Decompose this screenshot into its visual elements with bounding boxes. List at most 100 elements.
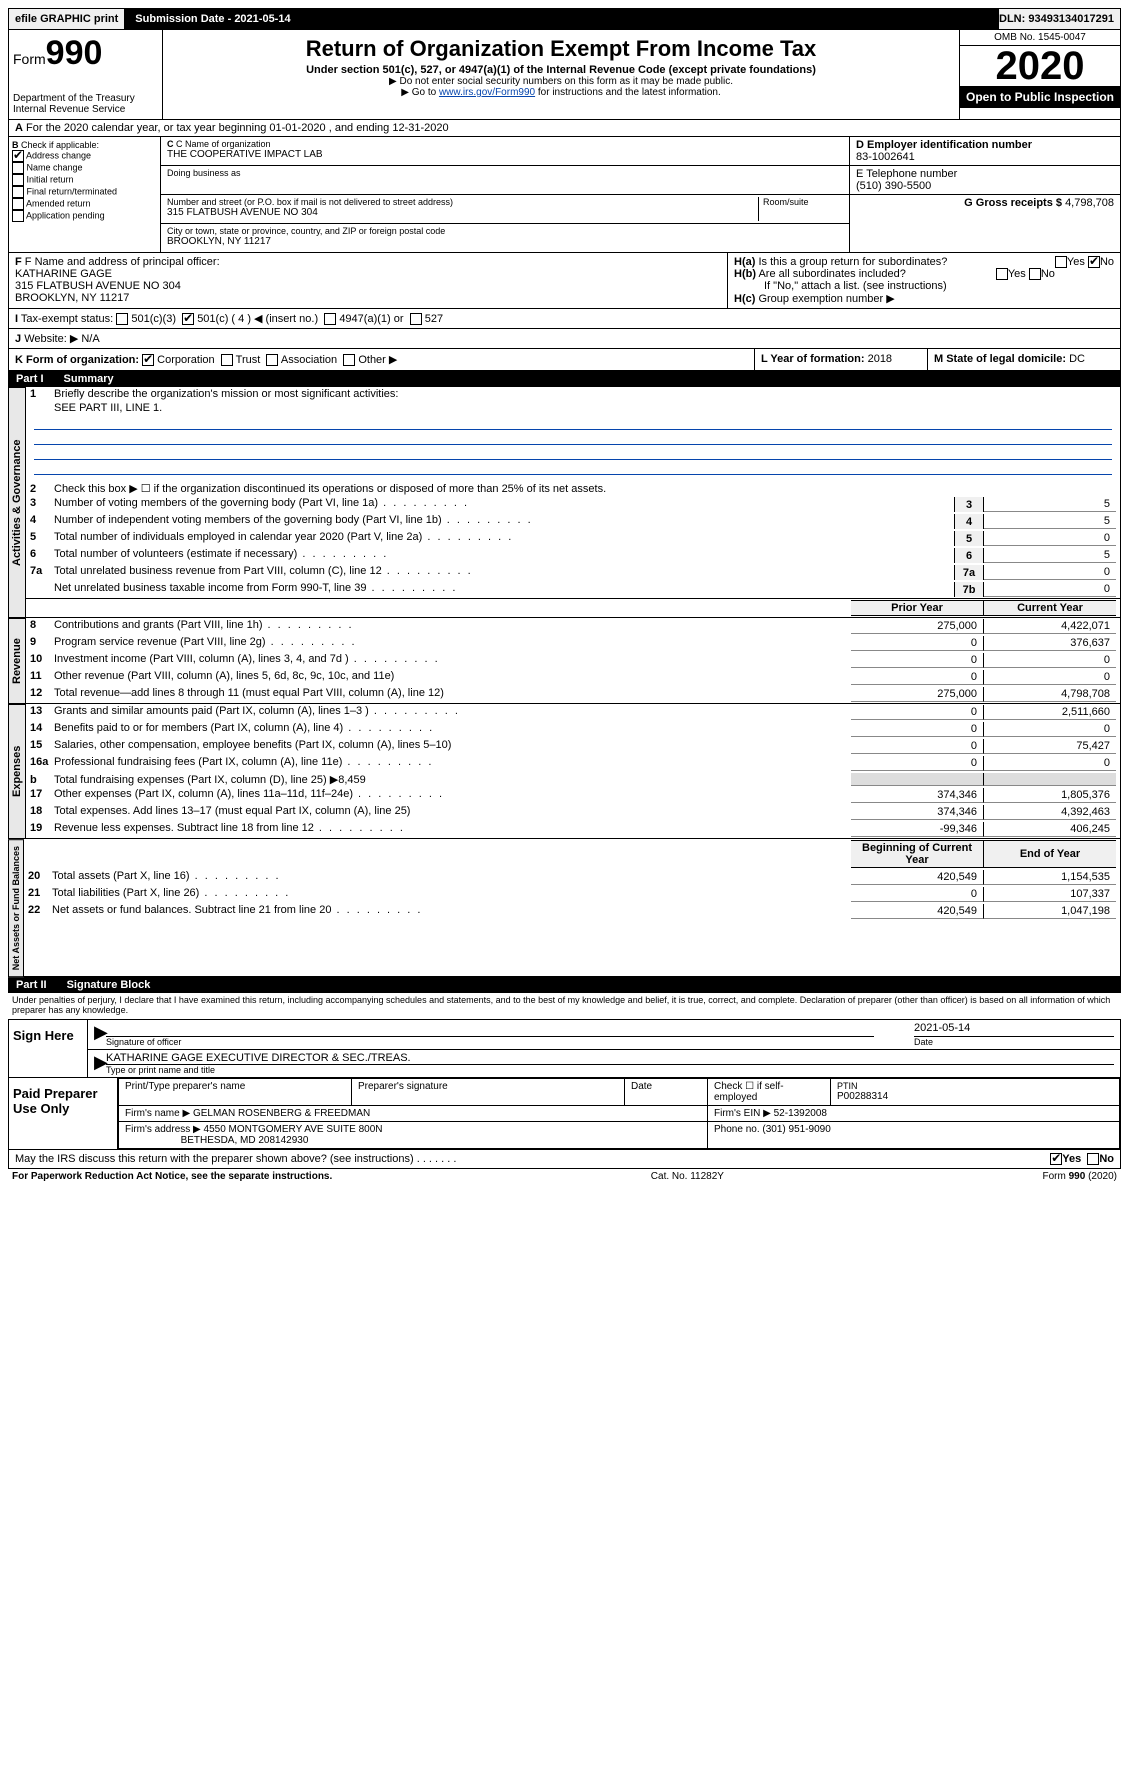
e14-text: Benefits paid to or for members (Part IX… (54, 722, 851, 734)
firm-name-label: Firm's name ▶ (125, 1108, 190, 1119)
e16b-num: b (30, 774, 54, 786)
e17-curr: 1,805,376 (983, 788, 1116, 803)
org-address: 315 FLATBUSH AVENUE NO 304 (167, 207, 758, 218)
n22-prior: 420,549 (851, 904, 983, 919)
check-trust[interactable] (221, 354, 233, 366)
tax-status-label: Tax-exempt status: (21, 313, 113, 325)
officer-addr2: BROOKLYN, NY 11217 (15, 292, 721, 304)
ptin-label: PTIN (837, 1081, 1113, 1091)
hb-note: If "No," attach a list. (see instruction… (734, 280, 1114, 292)
officer-name-title: KATHARINE GAGE EXECUTIVE DIRECTOR & SEC.… (106, 1052, 1114, 1065)
e16a-prior: 0 (851, 756, 983, 771)
l5-val: 0 (984, 531, 1116, 546)
ha-yes[interactable] (1055, 256, 1067, 268)
footer-left: For Paperwork Reduction Act Notice, see … (12, 1171, 332, 1182)
self-employed-check[interactable]: Check ☐ if self-employed (708, 1079, 831, 1106)
ssn-note: Do not enter social security numbers on … (171, 76, 951, 87)
efile-label[interactable]: efile GRAPHIC print (9, 9, 125, 29)
e19-curr: 406,245 (983, 822, 1116, 837)
l6-num: 6 (30, 548, 54, 560)
footer-right: Form 990 (2020) (1043, 1171, 1117, 1182)
n20-prior: 420,549 (851, 870, 983, 885)
form-subtitle: Under section 501(c), 527, or 4947(a)(1)… (171, 64, 951, 76)
firm-ein-label: Firm's EIN ▶ (714, 1108, 771, 1119)
dept-treasury: Department of the Treasury (13, 93, 158, 104)
r10-curr: 0 (983, 653, 1116, 668)
e13-text: Grants and similar amounts paid (Part IX… (54, 705, 851, 717)
check-4947[interactable] (324, 313, 336, 325)
e15-curr: 75,427 (983, 739, 1116, 754)
officer-sig-line (106, 1022, 874, 1037)
phone-label: E Telephone number (856, 168, 1114, 180)
page-footer: For Paperwork Reduction Act Notice, see … (8, 1169, 1121, 1184)
hb-yes[interactable] (996, 268, 1008, 280)
check-527[interactable] (410, 313, 422, 325)
e16b-curr (983, 773, 1116, 786)
header-left: Form990 Department of the Treasury Inter… (9, 30, 163, 119)
gross-receipts-value: 4,798,708 (1065, 197, 1114, 209)
ha-no[interactable] (1088, 256, 1100, 268)
officer-label: F Name and address of principal officer: (25, 256, 220, 268)
hb-no[interactable] (1029, 268, 1041, 280)
sig-arrow-icon-2: ▶ (94, 1052, 106, 1075)
lbl-initial-return: Initial return (27, 174, 74, 184)
topbar-spacer (302, 9, 999, 29)
form-number: Form990 (13, 34, 158, 73)
opt-other: Other ▶ (358, 354, 397, 366)
discuss-dots: . . . . . . . (417, 1153, 457, 1165)
check-501c3[interactable] (116, 313, 128, 325)
firm-addr1: 4550 MONTGOMERY AVE SUITE 800N (204, 1124, 383, 1135)
part2-header: Part II Signature Block (8, 977, 1121, 993)
l3-val: 5 (984, 497, 1116, 512)
check-final-return[interactable] (12, 186, 24, 198)
r12-prior: 275,000 (851, 687, 983, 702)
discuss-yes[interactable] (1050, 1153, 1062, 1165)
check-name-change[interactable] (12, 162, 24, 174)
e17-prior: 374,346 (851, 788, 983, 803)
submission-date-button[interactable]: Submission Date - 2021-05-14 (125, 9, 301, 29)
r12-num: 12 (30, 687, 54, 699)
firm-phone-label: Phone no. (714, 1124, 760, 1135)
discuss-row: May the IRS discuss this return with the… (8, 1150, 1121, 1169)
e16a-curr: 0 (983, 756, 1116, 771)
prep-date-label: Date (625, 1079, 708, 1106)
ptin-value: P00288314 (837, 1091, 1113, 1102)
sign-here-label: Sign Here (9, 1020, 88, 1077)
check-corp[interactable] (142, 354, 154, 366)
e18-prior: 374,346 (851, 805, 983, 820)
e15-text: Salaries, other compensation, employee b… (54, 739, 851, 751)
lbl-amended: Amended return (26, 198, 91, 208)
box-f-officer: F F Name and address of principal office… (9, 253, 728, 308)
q1-val: SEE PART III, LINE 1. (54, 402, 1116, 414)
addr-label: Number and street (or P.O. box if mail i… (167, 197, 758, 207)
row-k-l-m: K Form of organization: Corporation Trus… (8, 349, 1121, 371)
n21-prior: 0 (851, 887, 983, 902)
e16a-num: 16a (30, 756, 54, 768)
ein-label: D Employer identification number (856, 139, 1114, 151)
identity-block: B Check if applicable: Address change Na… (8, 137, 1121, 253)
prep-name-label: Print/Type preparer's name (119, 1079, 352, 1106)
opt-corp: Corporation (157, 354, 214, 366)
check-app-pending[interactable] (12, 210, 24, 222)
check-assoc[interactable] (266, 354, 278, 366)
row-a-tax-year: A For the 2020 calendar year, or tax yea… (8, 120, 1121, 137)
check-501c[interactable] (182, 313, 194, 325)
check-initial-return[interactable] (12, 174, 24, 186)
irs-link[interactable]: www.irs.gov/Form990 (439, 87, 535, 98)
section-governance: Activities & Governance 1Briefly describ… (8, 387, 1121, 618)
n22-num: 22 (28, 904, 52, 916)
org-name-label: C Name of organization (176, 139, 271, 149)
l3-num: 3 (30, 497, 54, 509)
check-address-change[interactable] (12, 150, 24, 162)
box-c-name-address: C C Name of organization THE COOPERATIVE… (161, 137, 849, 252)
phone-value: (510) 390-5500 (856, 180, 1114, 192)
opt-501c: 501(c) ( 4 ) ◀ (insert no.) (197, 313, 318, 325)
discuss-no[interactable] (1087, 1153, 1099, 1165)
header-right: OMB No. 1545-0047 2020 Open to Public In… (959, 30, 1120, 119)
r12-curr: 4,798,708 (983, 687, 1116, 702)
check-other[interactable] (343, 354, 355, 366)
check-amended[interactable] (12, 198, 24, 210)
e13-prior: 0 (851, 705, 983, 720)
tax-year-text: For the 2020 calendar year, or tax year … (26, 122, 449, 134)
r10-num: 10 (30, 653, 54, 665)
